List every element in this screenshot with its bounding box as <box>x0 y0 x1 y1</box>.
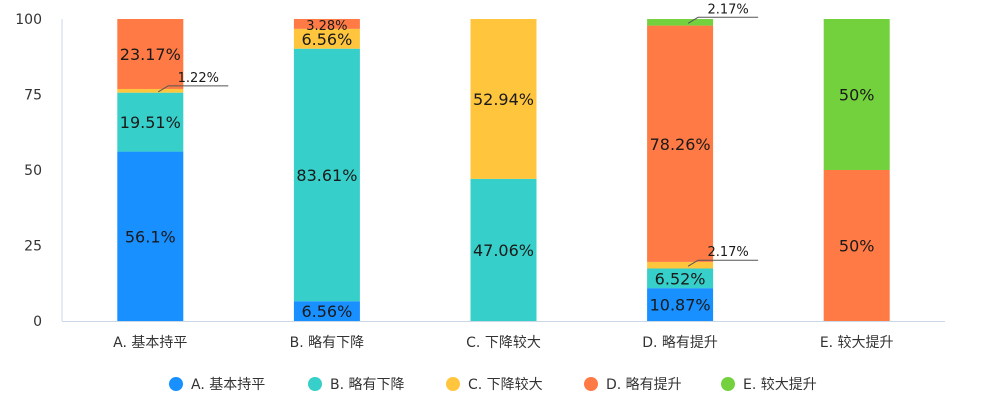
y-tick-label: 25 <box>24 239 42 255</box>
data-label: 56.1% <box>125 227 176 246</box>
data-label: 50% <box>839 86 875 105</box>
x-tick-label: E. 较大提升 <box>820 335 894 351</box>
legend-label: E. 较大提升 <box>743 377 817 393</box>
data-label: 6.56% <box>301 302 352 321</box>
data-label-leader <box>687 259 759 267</box>
bar-segment <box>470 19 537 179</box>
bar-segment <box>647 25 714 262</box>
bar-segment <box>823 170 890 321</box>
data-label: 78.26% <box>650 135 711 154</box>
data-label: 19.51% <box>120 113 181 132</box>
x-tick-label: C. 下降较大 <box>466 335 541 351</box>
data-label: 6.56% <box>301 30 352 49</box>
bar-segment <box>470 178 537 321</box>
data-label-leader <box>158 85 229 93</box>
x-tick-label: A. 基本持平 <box>113 334 187 351</box>
data-label: 47.06% <box>473 241 534 260</box>
legend-marker <box>446 377 460 391</box>
bar-segment <box>293 301 360 321</box>
legend-marker <box>584 377 598 391</box>
y-tick-label: 0 <box>33 314 42 330</box>
bar-segment <box>823 19 890 170</box>
legend-marker <box>169 377 183 391</box>
legend-label: A. 基本持平 <box>191 376 265 393</box>
bar-segment <box>293 18 360 29</box>
legend-marker <box>308 377 322 391</box>
bar-segment <box>647 288 714 321</box>
bar-segment <box>293 28 360 49</box>
y-tick-label: 50 <box>24 163 42 179</box>
bar-segment <box>117 19 184 89</box>
legend-label: C. 下降较大 <box>468 377 543 393</box>
data-label: 1.22% <box>178 71 219 86</box>
data-label: 2.17% <box>707 2 748 17</box>
bar-segment <box>117 92 184 152</box>
bar-segment <box>647 261 714 269</box>
legend-label: D. 略有提升 <box>606 377 682 393</box>
data-label: 6.52% <box>655 269 706 288</box>
data-label: 83.61% <box>296 166 357 185</box>
data-label-leader <box>687 16 759 24</box>
bar-segment <box>647 268 714 289</box>
y-tick-label: 75 <box>24 88 42 104</box>
y-tick-label: 100 <box>15 12 42 28</box>
x-tick-label: D. 略有提升 <box>642 335 718 351</box>
legend-marker <box>721 377 735 391</box>
x-tick-label: B. 略有下降 <box>290 335 365 351</box>
data-label: 52.94% <box>473 90 534 109</box>
bar-segment <box>647 19 714 26</box>
data-label: 10.87% <box>650 296 711 315</box>
data-label: 50% <box>839 237 875 256</box>
bar-segment <box>117 151 184 321</box>
data-label: 23.17% <box>120 45 181 64</box>
data-label: 2.17% <box>707 245 748 260</box>
bar-segment <box>117 88 184 93</box>
bar-segment <box>293 48 360 302</box>
data-label: 3.28% <box>306 19 347 34</box>
legend-label: B. 略有下降 <box>330 377 405 393</box>
